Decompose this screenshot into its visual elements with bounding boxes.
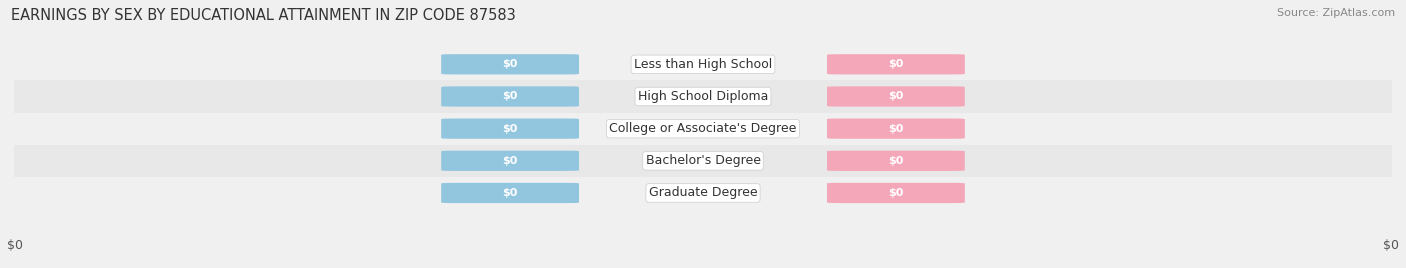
FancyBboxPatch shape — [827, 86, 965, 107]
FancyBboxPatch shape — [827, 118, 965, 139]
Text: Source: ZipAtlas.com: Source: ZipAtlas.com — [1277, 8, 1395, 18]
FancyBboxPatch shape — [441, 86, 579, 107]
Text: Graduate Degree: Graduate Degree — [648, 187, 758, 199]
Text: $0: $0 — [502, 59, 517, 69]
FancyBboxPatch shape — [827, 183, 965, 203]
Text: Bachelor's Degree: Bachelor's Degree — [645, 154, 761, 167]
Bar — [14, 145, 1392, 177]
Text: Less than High School: Less than High School — [634, 58, 772, 71]
Bar — [14, 113, 1392, 145]
FancyBboxPatch shape — [441, 54, 579, 75]
Bar — [14, 80, 1392, 113]
Text: $0: $0 — [889, 91, 904, 102]
Text: $0: $0 — [502, 188, 517, 198]
Text: $0: $0 — [889, 59, 904, 69]
Text: College or Associate's Degree: College or Associate's Degree — [609, 122, 797, 135]
Text: $0: $0 — [7, 239, 22, 252]
Text: EARNINGS BY SEX BY EDUCATIONAL ATTAINMENT IN ZIP CODE 87583: EARNINGS BY SEX BY EDUCATIONAL ATTAINMEN… — [11, 8, 516, 23]
Text: $0: $0 — [889, 124, 904, 134]
Text: $0: $0 — [502, 124, 517, 134]
FancyBboxPatch shape — [441, 183, 579, 203]
Text: $0: $0 — [889, 188, 904, 198]
FancyBboxPatch shape — [441, 151, 579, 171]
Text: $0: $0 — [1384, 239, 1399, 252]
Bar — [14, 177, 1392, 209]
Text: $0: $0 — [502, 91, 517, 102]
FancyBboxPatch shape — [827, 54, 965, 75]
Bar — [14, 48, 1392, 80]
Legend: Male, Female: Male, Female — [633, 263, 773, 268]
Text: $0: $0 — [889, 156, 904, 166]
FancyBboxPatch shape — [441, 118, 579, 139]
Text: $0: $0 — [502, 156, 517, 166]
Text: High School Diploma: High School Diploma — [638, 90, 768, 103]
FancyBboxPatch shape — [827, 151, 965, 171]
